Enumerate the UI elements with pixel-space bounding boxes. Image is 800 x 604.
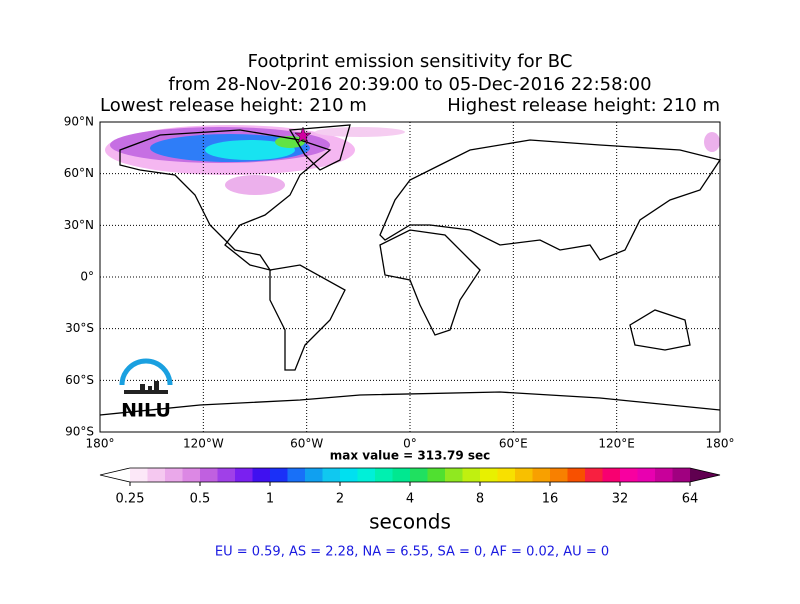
colorbar: 0.25 0.5 1 2 4 8 16 32 64 — [99, 467, 721, 507]
lon-label: 120°W — [183, 437, 224, 451]
colorbar-bin — [357, 468, 376, 482]
colorbar-under — [100, 468, 130, 482]
colorbar-tick-label: 2 — [336, 492, 344, 507]
coastlines — [99, 124, 722, 416]
colorbar-bin — [130, 468, 148, 482]
colorbar-bin — [445, 468, 463, 482]
title: Footprint emission sensitivity for BC — [248, 51, 573, 72]
colorbar-bin — [567, 468, 586, 482]
colorbar-bin — [655, 468, 673, 482]
colorbar-bin — [340, 468, 358, 482]
colorbar-bin — [165, 468, 183, 482]
lat-label: 60°S — [65, 373, 94, 387]
colorbar-bin — [672, 468, 691, 482]
lon-label: 120°E — [598, 437, 635, 451]
colorbar-bin — [462, 468, 481, 482]
lat-label: 30°S — [65, 321, 94, 335]
colorbar-bin — [252, 468, 271, 482]
colorbar-bin — [287, 468, 306, 482]
colorbar-label: seconds — [369, 510, 451, 534]
logo: NILU — [119, 358, 173, 422]
colorbar-bin — [585, 468, 603, 482]
colorbar-bin — [637, 468, 656, 482]
colorbar-tick-label: 64 — [682, 492, 699, 507]
colorbar-tick-label: 32 — [612, 492, 629, 507]
colorbar-bin — [497, 468, 516, 482]
lat-label: 90°S — [65, 425, 94, 439]
lon-label: 60°E — [499, 437, 528, 451]
colorbar-bin — [602, 468, 621, 482]
colorbar-bin — [322, 468, 341, 482]
colorbar-bin — [515, 468, 533, 482]
colorbar-bin — [305, 468, 323, 482]
colorbar-bin — [200, 468, 218, 482]
map-frame — [99, 121, 721, 433]
lowest-height: Lowest release height: 210 m — [100, 95, 367, 116]
colorbar-bin — [550, 468, 568, 482]
region-summary: EU = 0.59, AS = 2.28, NA = 6.55, SA = 0,… — [215, 545, 609, 560]
lat-label: 60°N — [64, 166, 94, 180]
colorbar-bin — [480, 468, 498, 482]
colorbar-bin — [410, 468, 428, 482]
colorbar-bin — [147, 468, 166, 482]
lon-label: 180° — [706, 437, 735, 451]
release-marker — [294, 126, 312, 144]
lon-label: 180° — [86, 437, 115, 451]
map: NILU — [99, 121, 722, 433]
colorbar-tick-label: 4 — [406, 492, 414, 507]
colorbar-bin — [217, 468, 236, 482]
colorbar-bin — [375, 468, 393, 482]
colorbar-bin — [532, 468, 551, 482]
colorbar-bin — [392, 468, 411, 482]
max-value: max value = 313.79 sec — [330, 449, 491, 463]
colorbar-bin — [427, 468, 446, 482]
colorbar-tick-label: 0.5 — [190, 492, 211, 507]
colorbar-over — [690, 468, 720, 482]
lat-label: 30°N — [64, 218, 94, 232]
colorbar-bin — [270, 468, 288, 482]
lat-label: 90°N — [64, 115, 94, 129]
colorbar-bin — [182, 468, 201, 482]
colorbar-tick-label: 8 — [476, 492, 484, 507]
lon-label: 0° — [403, 437, 417, 451]
subtitle: from 28-Nov-2016 20:39:00 to 05-Dec-2016… — [168, 74, 651, 95]
lon-label: 60°W — [290, 437, 323, 451]
lat-label: 0° — [80, 270, 94, 284]
colorbar-tick-label: 0.25 — [116, 492, 145, 507]
colorbar-bin — [235, 468, 253, 482]
colorbar-tick-label: 16 — [542, 492, 559, 507]
colorbar-bin — [620, 468, 638, 482]
colorbar-tick-label: 1 — [266, 492, 274, 507]
highest-height: Highest release height: 210 m — [447, 95, 720, 116]
logo-text: NILU — [121, 400, 171, 422]
